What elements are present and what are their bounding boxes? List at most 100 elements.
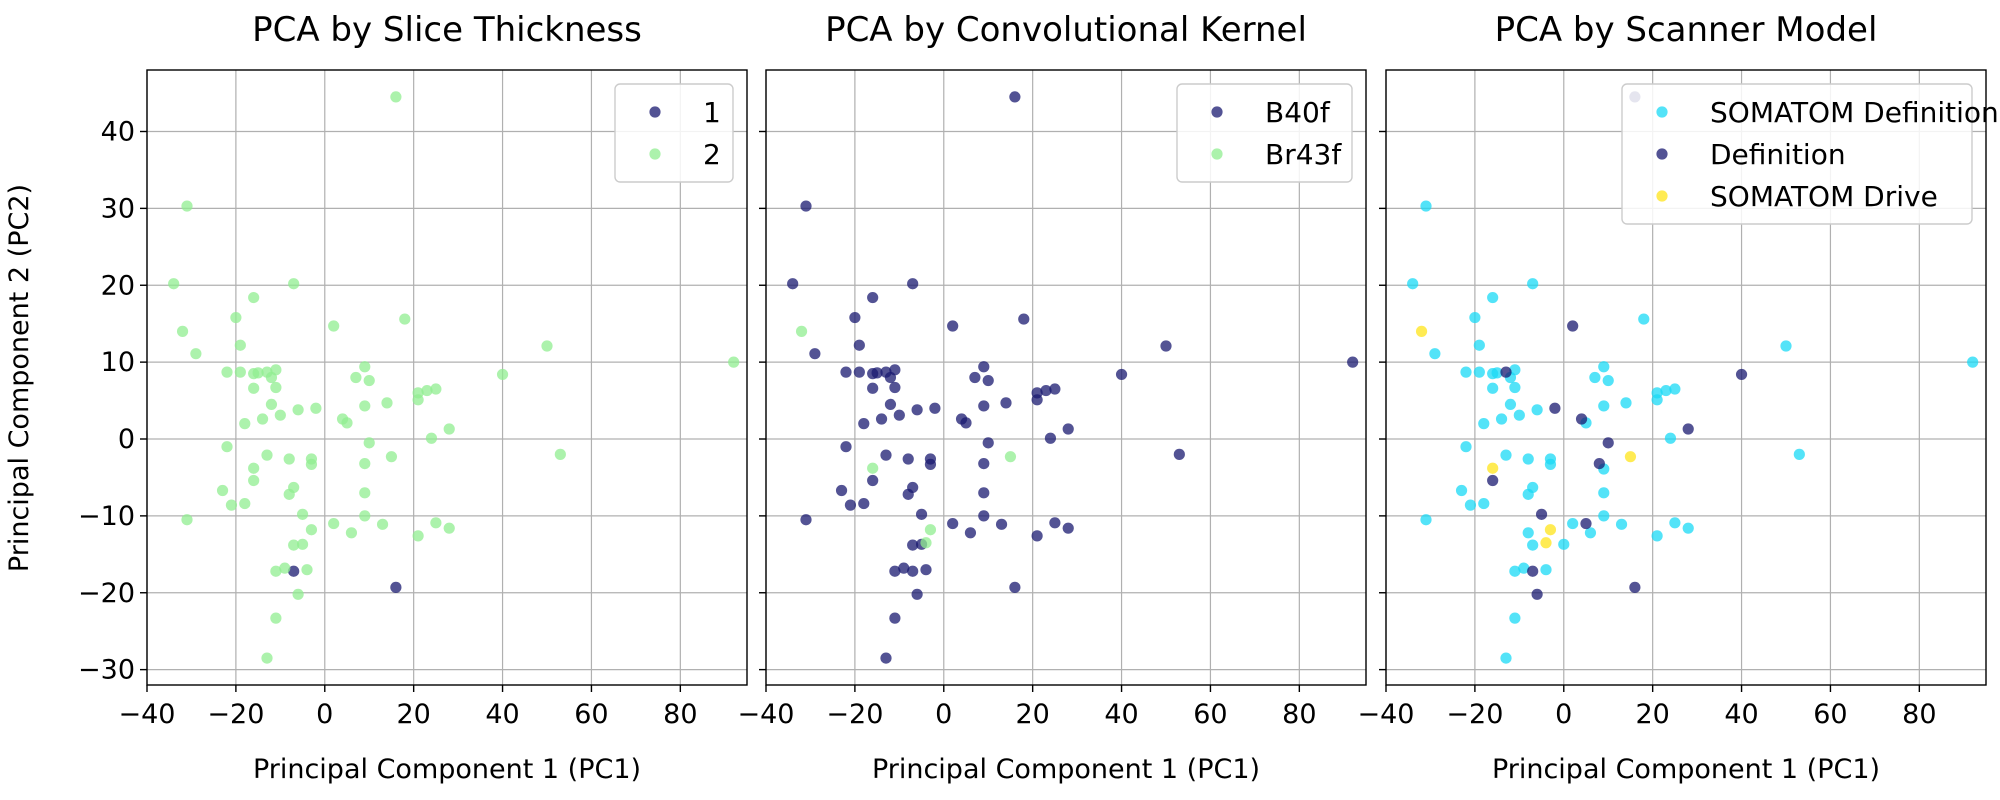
point-b40f bbox=[898, 562, 910, 574]
point-b40f bbox=[880, 652, 892, 664]
point-b40f bbox=[902, 488, 914, 500]
point-somatom-definition bbox=[1522, 488, 1534, 500]
point-somatom-definition bbox=[1513, 409, 1525, 421]
point-somatom-definition bbox=[1420, 200, 1432, 212]
point-2 bbox=[359, 458, 371, 470]
point-b40f bbox=[853, 339, 865, 351]
point-somatom-definition bbox=[1589, 371, 1601, 384]
point-somatom-definition bbox=[1615, 518, 1628, 530]
plot-frame bbox=[765, 69, 1367, 686]
point-b40f bbox=[1062, 423, 1074, 435]
x-tick-label: 40 bbox=[1724, 699, 1758, 730]
x-tick-label: 60 bbox=[1813, 699, 1847, 730]
point-2 bbox=[248, 462, 260, 474]
point-b40f bbox=[1049, 517, 1061, 529]
point-2 bbox=[221, 366, 233, 378]
point-b40f bbox=[911, 588, 923, 600]
plot-frame bbox=[1385, 69, 1987, 686]
data-points bbox=[787, 91, 1359, 664]
point-b40f bbox=[982, 437, 994, 449]
point-somatom-definition bbox=[1473, 366, 1485, 378]
point-definition bbox=[1567, 320, 1579, 332]
x-tick-label: 80 bbox=[1902, 699, 1936, 730]
point-b40f bbox=[858, 418, 870, 430]
point-b40f bbox=[1160, 340, 1172, 352]
point-definition bbox=[1535, 508, 1548, 520]
point-somatom-definition bbox=[1598, 400, 1610, 412]
point-b40f bbox=[840, 441, 852, 453]
point-somatom-definition bbox=[1469, 311, 1481, 324]
x-tick-label: 60 bbox=[1193, 699, 1227, 730]
point-b40f bbox=[978, 400, 990, 412]
point-definition bbox=[1575, 413, 1588, 425]
point-2 bbox=[443, 522, 455, 534]
point-2 bbox=[425, 432, 438, 444]
point-somatom-definition bbox=[1522, 527, 1534, 539]
point-2 bbox=[292, 588, 304, 600]
y-tick-label: 0 bbox=[118, 424, 135, 455]
point-2 bbox=[288, 278, 300, 290]
point-b40f bbox=[849, 311, 861, 324]
point-b40f bbox=[800, 200, 812, 212]
plot-frame bbox=[146, 69, 748, 686]
point-b40f bbox=[1009, 91, 1021, 103]
point-somatom-definition bbox=[1540, 564, 1552, 576]
point-somatom-definition bbox=[1660, 384, 1672, 397]
legend-marker-1 bbox=[649, 106, 661, 118]
point-b40f bbox=[867, 474, 879, 487]
x-tick-label: −40 bbox=[119, 699, 176, 730]
figure-y-axis-label: Principal Component 2 (PC2) bbox=[4, 184, 35, 572]
point-2 bbox=[239, 497, 251, 510]
x-axis-label: Principal Component 1 (PC1) bbox=[872, 754, 1260, 785]
point-b40f bbox=[982, 374, 994, 387]
point-br43f bbox=[867, 462, 879, 474]
point-2 bbox=[728, 356, 740, 368]
x-tick-label: 0 bbox=[1555, 699, 1572, 730]
point-2 bbox=[554, 448, 566, 460]
point-b40f bbox=[924, 458, 937, 470]
point-somatom-definition bbox=[1478, 497, 1490, 510]
point-2 bbox=[265, 398, 278, 411]
point-b40f bbox=[1173, 448, 1185, 460]
point-somatom-definition bbox=[1509, 612, 1521, 624]
point-br43f bbox=[920, 537, 932, 549]
point-2 bbox=[412, 530, 424, 542]
point-br43f bbox=[1004, 451, 1017, 463]
point-b40f bbox=[929, 402, 941, 414]
point-definition bbox=[1629, 581, 1641, 593]
point-somatom-definition bbox=[1487, 291, 1499, 304]
point-2 bbox=[363, 437, 375, 449]
point-b40f bbox=[978, 458, 990, 470]
point-2 bbox=[288, 539, 300, 551]
point-b40f bbox=[1009, 581, 1021, 593]
point-somatom-definition bbox=[1464, 499, 1477, 511]
chart-title: PCA by Slice Thickness bbox=[252, 10, 642, 50]
point-definition bbox=[1682, 423, 1694, 435]
x-tick-label: 60 bbox=[574, 699, 608, 730]
point-somatom-definition bbox=[1669, 517, 1681, 529]
x-tick-label: 0 bbox=[935, 699, 952, 730]
point-2 bbox=[305, 458, 318, 470]
point-definition bbox=[1602, 437, 1614, 449]
data-points bbox=[168, 91, 740, 664]
point-somatom-definition bbox=[1509, 381, 1521, 394]
legend-label-b40f: B40f bbox=[1265, 96, 1331, 129]
point-somatom-definition bbox=[1664, 432, 1677, 444]
point-b40f bbox=[840, 366, 852, 378]
point-2 bbox=[310, 402, 322, 414]
point-b40f bbox=[893, 409, 905, 421]
point-b40f bbox=[884, 398, 897, 411]
point-2 bbox=[359, 487, 371, 499]
point-b40f bbox=[920, 564, 932, 576]
point-b40f bbox=[1062, 522, 1074, 534]
point-b40f bbox=[835, 484, 848, 497]
point-somatom-definition bbox=[1491, 367, 1503, 379]
point-2 bbox=[239, 418, 251, 430]
point-1 bbox=[288, 565, 300, 577]
point-b40f bbox=[978, 487, 990, 499]
point-2 bbox=[176, 325, 189, 337]
legend: 12 bbox=[614, 83, 734, 183]
point-2 bbox=[181, 514, 193, 526]
point-2 bbox=[430, 517, 442, 529]
point-2 bbox=[279, 562, 291, 574]
